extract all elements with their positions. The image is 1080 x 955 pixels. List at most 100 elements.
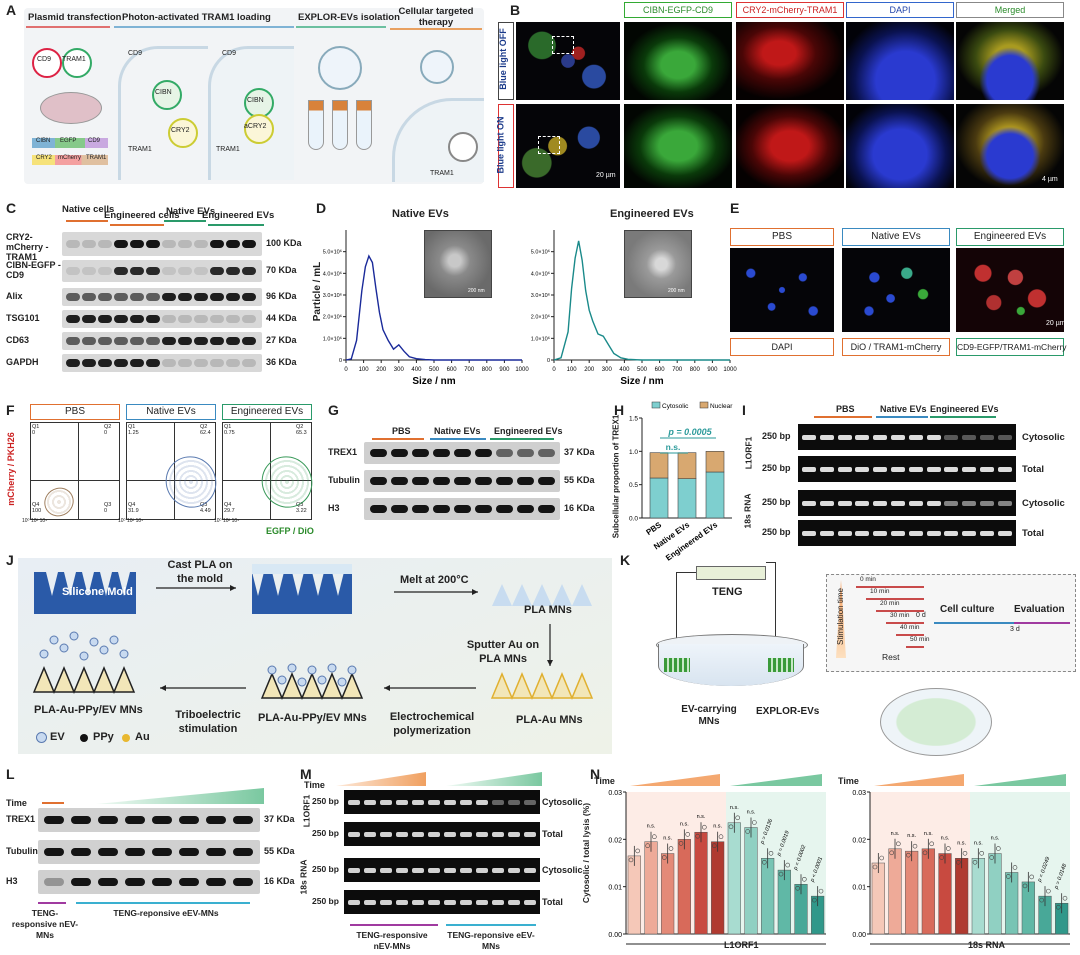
f-q3-value: 4.49 [200, 508, 211, 514]
d-x-tick-label: 900 [499, 367, 510, 373]
blot-c-band [210, 337, 224, 345]
n-point [728, 824, 734, 830]
blot-c-band [82, 267, 96, 275]
blot-c-band [178, 240, 192, 248]
j-ev-particle [287, 663, 297, 673]
e-header-native: Native EVs [842, 228, 950, 246]
i-fraction-label: Total [1022, 528, 1044, 539]
k-time-bar [906, 646, 924, 648]
blot-c-band [146, 293, 160, 301]
m-gel-strip [344, 858, 540, 882]
n-point [989, 855, 994, 860]
blot-c-row-label: TSG101 [6, 313, 40, 323]
construct-cry2-label: CRY2 [36, 155, 52, 161]
h-legend-cytosolic-swatch [651, 401, 661, 409]
l-band [206, 848, 226, 856]
f-q2: Q2 [104, 424, 112, 430]
n-point [896, 841, 901, 847]
n-point [662, 855, 667, 860]
m-band [524, 868, 536, 873]
j-mold-label: Silicone Mold [62, 586, 133, 598]
n-ns-label: n.s. [663, 836, 672, 842]
f-vgate [174, 422, 175, 520]
n-point [946, 846, 951, 851]
blot-c-band [114, 315, 128, 323]
m-time-nev [336, 772, 426, 786]
f-axis-ticks: 10⁰ 10² 10⁴ [22, 518, 48, 524]
j-mold-cast [252, 572, 352, 614]
l-time-nev [42, 802, 64, 804]
culture-dish-icon [40, 92, 102, 124]
m-band [348, 868, 360, 873]
micro-e-pbs [730, 248, 834, 332]
stim-bar [836, 580, 846, 658]
f-plot-title: Native EVs [126, 404, 216, 420]
g-band [370, 505, 387, 513]
i-band [926, 435, 941, 440]
h-legend-nuclear-swatch [699, 401, 709, 409]
n-point [802, 877, 807, 882]
chart-d: 0 1.0×10⁶ 2.0×10⁶ 3.0×10⁶ 4.0×10⁶ 5.0×10⁶ 0 100… [323, 230, 737, 387]
panel-n: N Time Time Cytosolic / total lysis (%) … [581, 762, 1080, 955]
step-underline-2 [114, 26, 294, 28]
i-band [926, 501, 941, 506]
e-footer-dio: DiO / TRAM1-mCherry [842, 338, 950, 356]
m-band [460, 832, 472, 837]
f-q2-value: 0 [104, 430, 108, 436]
n-point [1006, 874, 1011, 879]
m-band [396, 832, 408, 837]
i-gene-l1orf1: L1ORF1 [743, 436, 754, 470]
l-underline-nev [38, 902, 66, 904]
i-fraction-label: Cytosolic [1022, 498, 1065, 509]
blot-c-band [130, 240, 144, 248]
i-group-native: Native EVs [880, 404, 927, 414]
d-x-tick-label: 500 [637, 367, 648, 373]
j-mold-shape [34, 572, 136, 614]
m-band [492, 900, 504, 905]
panel-l-label: L [6, 766, 15, 782]
panel-b: B CIBN-EGFP-CD9 CRY2-mCherry-TRAM1 DAPI … [490, 0, 1080, 192]
blot-c-band [82, 359, 96, 367]
f-xlabel: EGFP / DiO [266, 526, 314, 536]
chart-n: 0.00 0.01 0.02 0.03 n.s. n.s. n.s. n.s. n.s. n.s.… [608, 774, 1070, 945]
l-band [98, 816, 118, 824]
f-plot-title: Engineered EVs [222, 404, 312, 420]
m-band [476, 832, 488, 837]
blot-c-band [66, 267, 80, 275]
blot-c-band [82, 293, 96, 301]
n-point [1012, 865, 1018, 870]
j-ev-released [39, 649, 49, 659]
n-bar [921, 848, 935, 935]
f-q4-value: 100 [32, 508, 42, 514]
k-time-bar [866, 598, 924, 600]
blot-c-band [178, 315, 192, 323]
l-band [98, 878, 118, 886]
m-size-label: 250 bp [312, 796, 339, 806]
micro-off-green [624, 22, 732, 100]
micro-on-blue [846, 104, 954, 188]
blot-c-band [66, 315, 80, 323]
panel-d-label: D [316, 200, 327, 216]
m-fraction-label: Total [542, 829, 563, 839]
d-x-tick-label: 300 [394, 367, 405, 373]
panel-k: K TENG EV-carrying MNs EXPLOR-EVs Stimul… [616, 548, 1080, 758]
g-band [475, 477, 492, 485]
j-arrowhead [547, 660, 553, 666]
n-bg-nev [870, 792, 970, 934]
blot-c-band [146, 267, 160, 275]
n-point [1039, 897, 1044, 903]
i-size-label: 250 bp [762, 497, 791, 507]
blot-c-band [194, 359, 208, 367]
d-x-tick-label: 800 [482, 367, 493, 373]
l-band [71, 816, 91, 824]
g-band [391, 449, 408, 457]
d-xlabel: Size / nm [412, 376, 455, 387]
i-band [802, 467, 816, 472]
h-bar-cytosolic [677, 478, 697, 519]
g-underline-engineered [490, 438, 554, 440]
step-underline-4 [390, 28, 482, 30]
group-native-evs: Native EVs [166, 206, 216, 217]
m-band [444, 832, 456, 837]
n-point [762, 859, 767, 865]
